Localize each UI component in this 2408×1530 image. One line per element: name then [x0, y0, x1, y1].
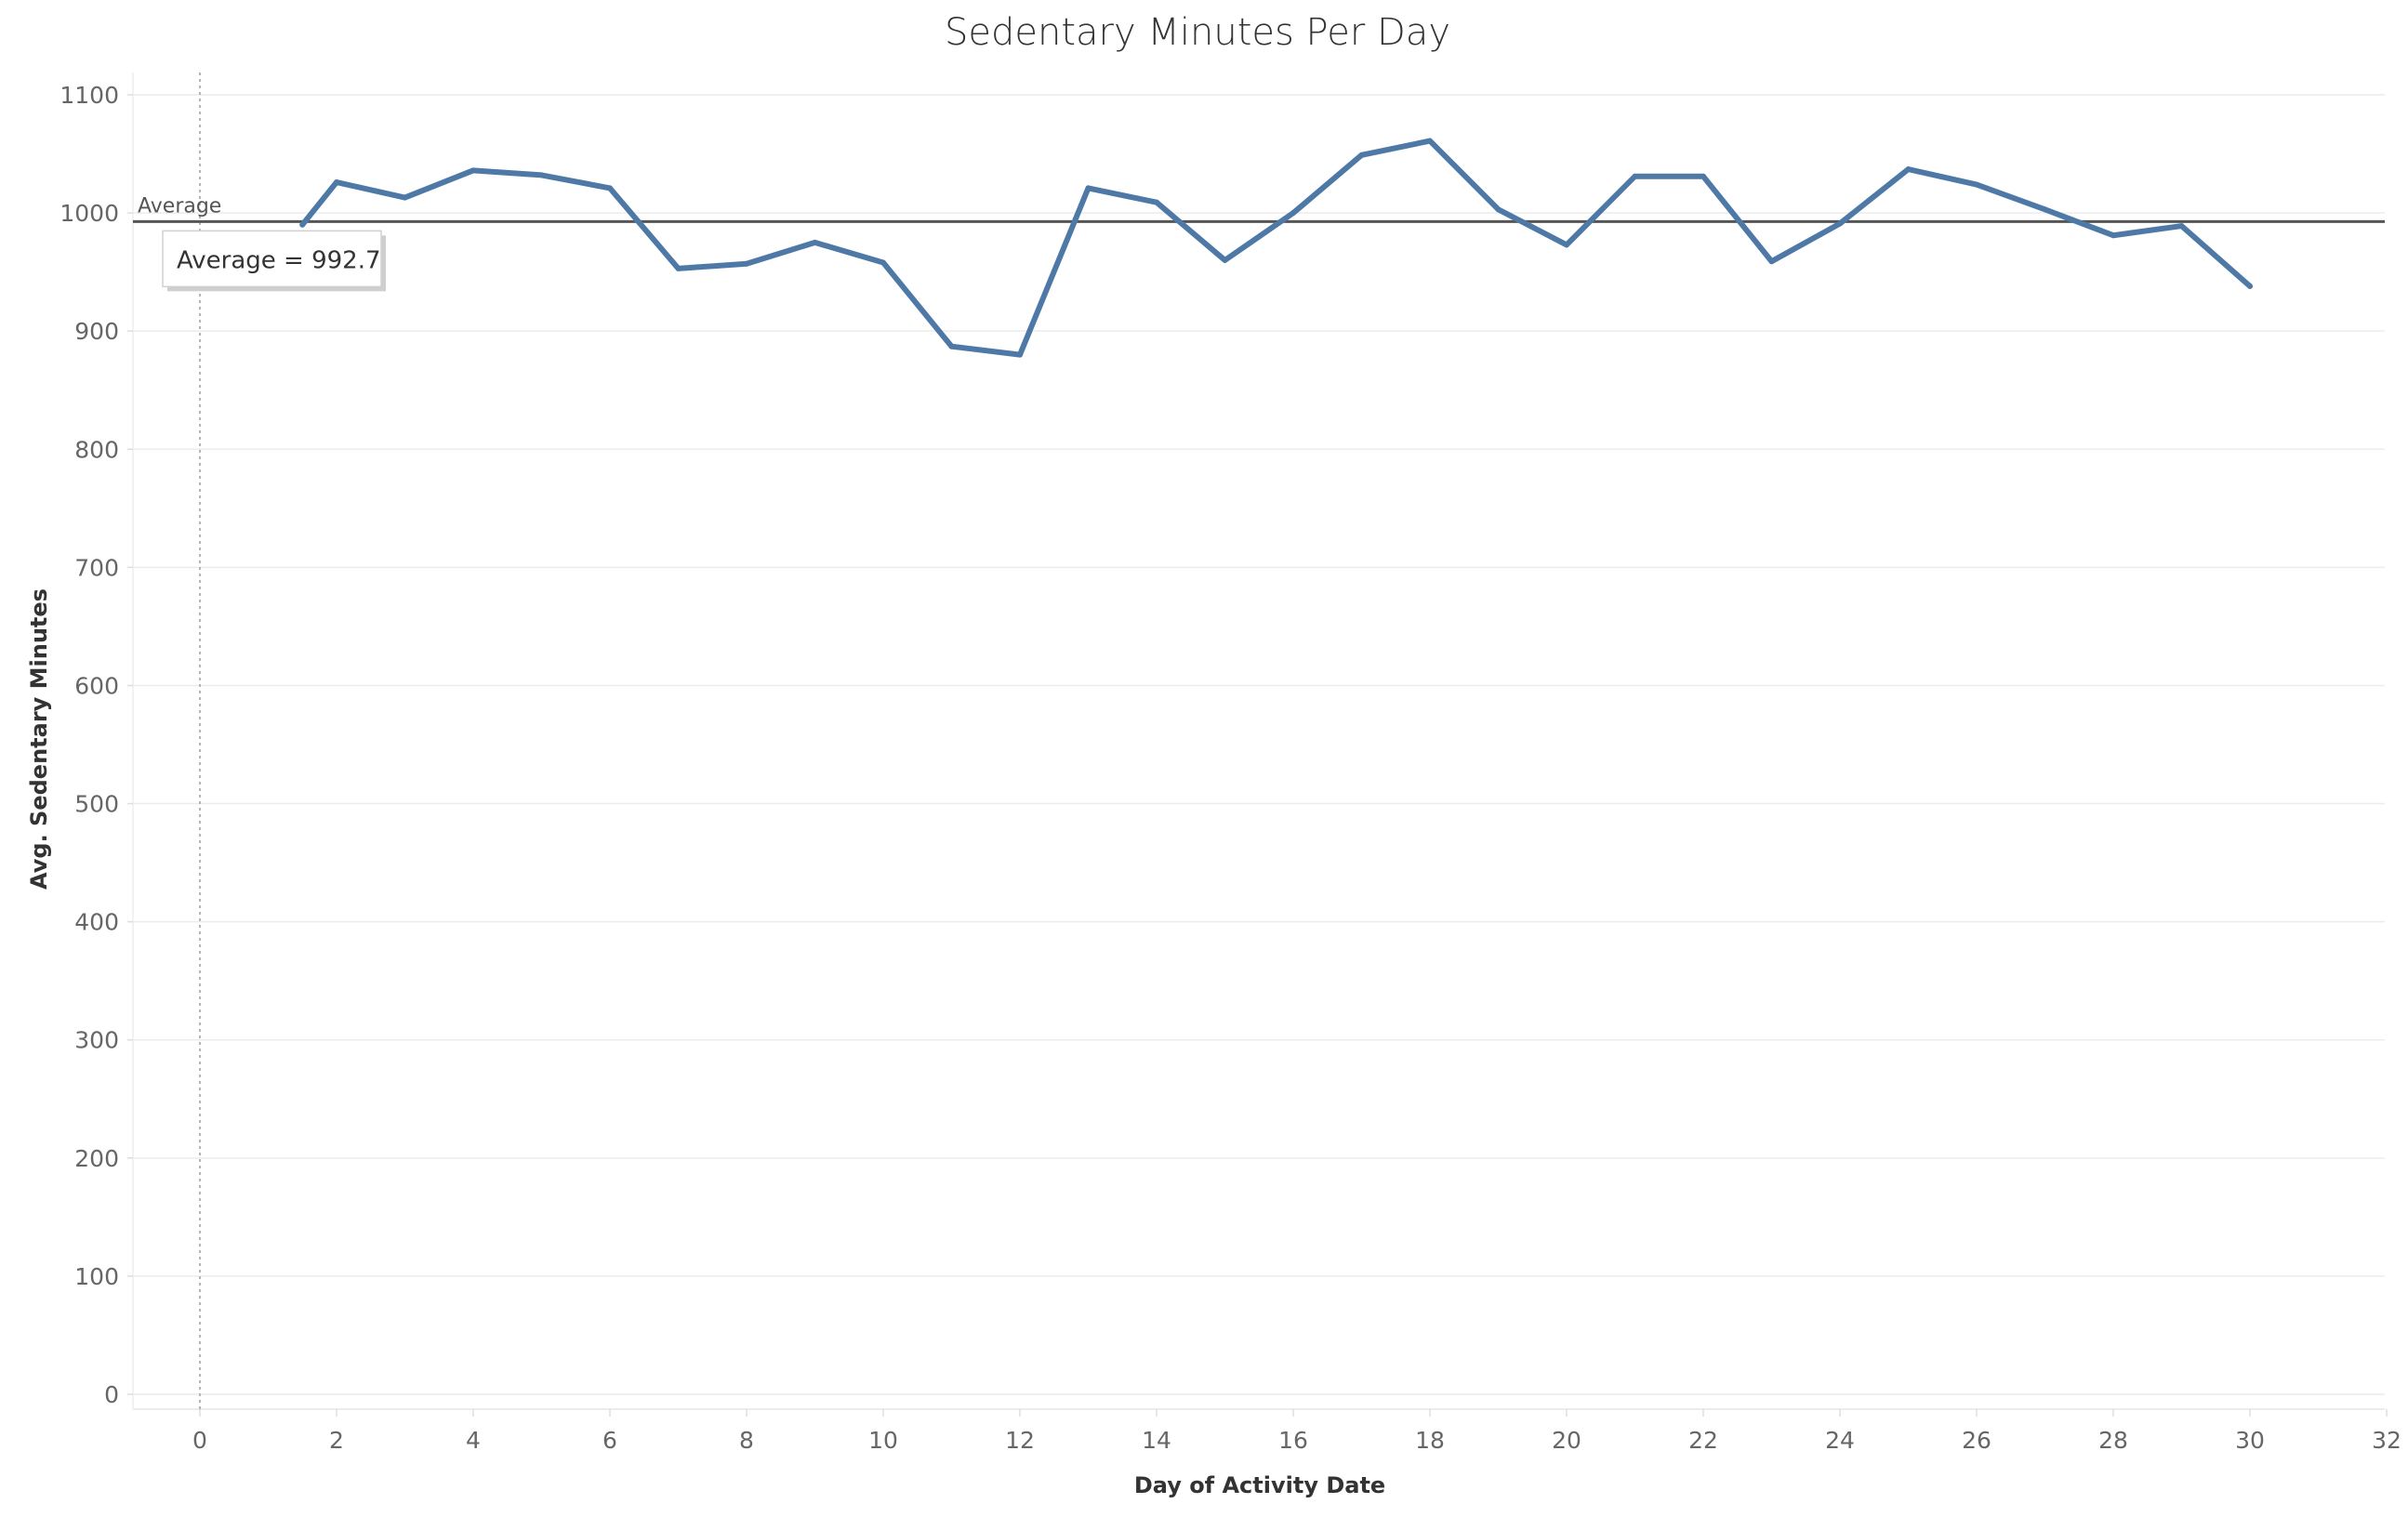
- y-tick-label: 700: [74, 554, 119, 581]
- y-tick-label: 500: [74, 791, 119, 818]
- data-point: [299, 221, 306, 228]
- data-point: [2247, 283, 2253, 289]
- data-point: [948, 343, 955, 350]
- data-point: [470, 167, 476, 174]
- data-point: [334, 179, 339, 186]
- data-point: [1495, 206, 1502, 213]
- x-tick-label: 30: [2235, 1427, 2265, 1454]
- x-tick-label: 12: [1005, 1427, 1035, 1454]
- data-point: [1837, 220, 1843, 227]
- x-tick-label: 32: [2372, 1427, 2401, 1454]
- y-tick-label: 400: [74, 909, 119, 936]
- x-axis-title: Day of Activity Date: [1134, 1472, 1385, 1498]
- data-point: [1154, 199, 1159, 205]
- x-tick-label: 24: [1825, 1427, 1855, 1454]
- data-point: [1017, 351, 1023, 358]
- x-tick-label: 10: [868, 1427, 898, 1454]
- data-point: [2110, 232, 2116, 239]
- data-point: [1085, 185, 1092, 191]
- data-point: [880, 259, 886, 266]
- data-point: [1358, 152, 1365, 158]
- y-axis-ticks: 0 100 200 300 400 500 600 700 800 900 1000 1100: [60, 82, 133, 1408]
- y-tick-label: 100: [74, 1263, 119, 1290]
- data-point: [1632, 173, 1638, 179]
- data-point: [1905, 166, 1912, 173]
- series-line: [299, 138, 2253, 358]
- y-tick-label: 300: [74, 1027, 119, 1054]
- data-point: [2178, 223, 2185, 230]
- data-point: [2042, 206, 2048, 213]
- data-point: [1290, 210, 1296, 217]
- series-layer: [299, 138, 2253, 358]
- data-point: [1427, 138, 1433, 144]
- x-tick-label: 28: [2098, 1427, 2128, 1454]
- tooltip-box: [162, 230, 382, 288]
- y-tick-label: 0: [104, 1381, 119, 1408]
- x-tick-label: 6: [602, 1427, 617, 1454]
- data-point: [675, 265, 681, 271]
- data-point: [538, 172, 545, 178]
- x-axis-ticks: 0 2 4 6 8 10 12 14 16 18 20 22 24 26 28 30 32: [192, 1409, 2401, 1454]
- data-point: [744, 260, 749, 267]
- x-tick-label: 8: [739, 1427, 754, 1454]
- y-tick-label: 200: [74, 1145, 119, 1172]
- average-reference: Average: [133, 194, 2385, 223]
- data-point: [402, 194, 408, 201]
- x-tick-label: 18: [1415, 1427, 1445, 1454]
- gridlines: [132, 73, 2385, 1410]
- data-point: [1974, 181, 1979, 188]
- x-tick-label: 16: [1278, 1427, 1308, 1454]
- y-axis-title: Avg. Sedentary Minutes: [26, 588, 52, 890]
- x-tick-label: 22: [1688, 1427, 1718, 1454]
- x-tick-label: 4: [466, 1427, 481, 1454]
- data-point: [1700, 173, 1706, 179]
- average-tooltip: Average = 992.7: [162, 230, 386, 292]
- x-tick-label: 0: [192, 1427, 207, 1454]
- data-point: [607, 185, 613, 191]
- x-tick-label: 14: [1142, 1427, 1171, 1454]
- tooltip-text: Average = 992.7: [177, 246, 381, 274]
- y-tick-label: 1000: [60, 200, 119, 227]
- average-line-label: Average: [138, 194, 221, 218]
- y-tick-label: 600: [74, 672, 119, 699]
- data-point: [1222, 257, 1228, 263]
- chart-title: Sedentary Minutes Per Day: [945, 11, 1450, 54]
- x-tick-label: 2: [329, 1427, 344, 1454]
- data-point: [1564, 242, 1569, 248]
- y-tick-label: 900: [74, 318, 119, 345]
- y-tick-label: 800: [74, 436, 119, 463]
- data-point: [812, 239, 818, 245]
- data-point: [1768, 258, 1775, 265]
- x-tick-label: 20: [1552, 1427, 1581, 1454]
- x-tick-label: 26: [1962, 1427, 1991, 1454]
- y-tick-label: 1100: [60, 82, 119, 109]
